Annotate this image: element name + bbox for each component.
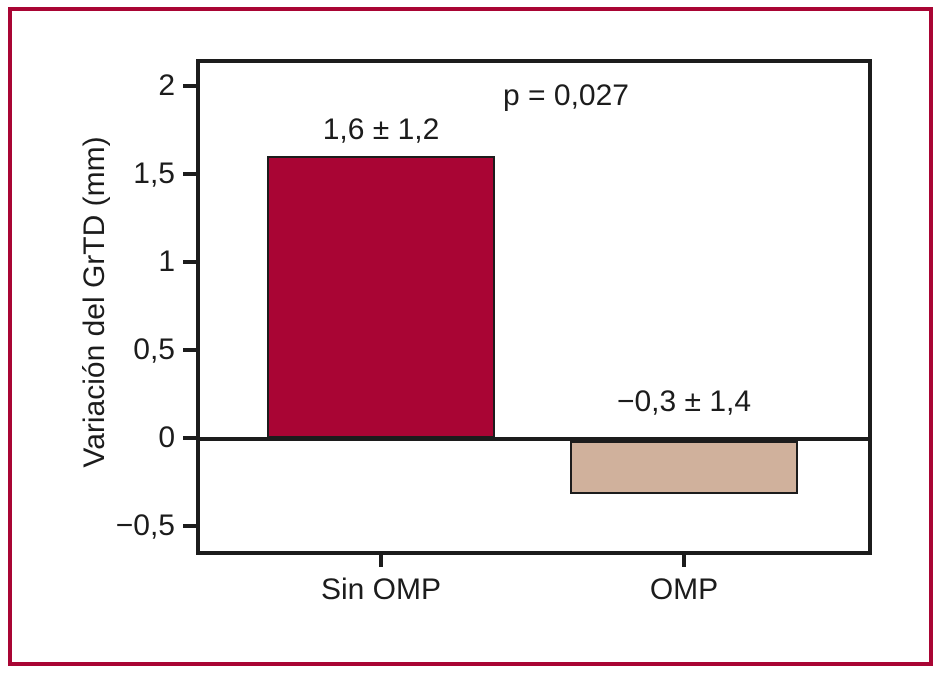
y-tick-label: 2	[158, 69, 175, 102]
y-axis-tick	[183, 172, 196, 176]
p-value-annotation: p = 0,027	[503, 79, 629, 112]
bar-omp	[570, 441, 798, 494]
y-tick-label: 1	[158, 245, 175, 278]
zero-baseline	[200, 437, 868, 441]
y-axis-tick	[183, 436, 196, 440]
y-axis-tick	[183, 524, 196, 528]
x-category-label: Sin OMP	[320, 573, 442, 606]
bar-sin-omp	[267, 156, 495, 438]
bar-value-label: 1,6 ± 1,2	[322, 113, 440, 147]
figure-frame-border	[8, 7, 933, 666]
y-tick-label: 1,5	[133, 157, 175, 190]
x-category-label: OMP	[649, 573, 719, 606]
x-axis-tick	[379, 555, 383, 567]
y-tick-label: 0,5	[133, 333, 175, 366]
x-axis-tick	[682, 555, 686, 567]
bar-value-label: −0,3 ± 1,4	[616, 385, 752, 418]
y-tick-label: 0	[158, 421, 175, 454]
y-axis-tick	[183, 84, 196, 88]
plot-area-border	[196, 59, 872, 555]
y-tick-label: −0,5	[115, 509, 175, 542]
y-axis-tick	[183, 348, 196, 352]
y-axis-tick	[183, 260, 196, 264]
